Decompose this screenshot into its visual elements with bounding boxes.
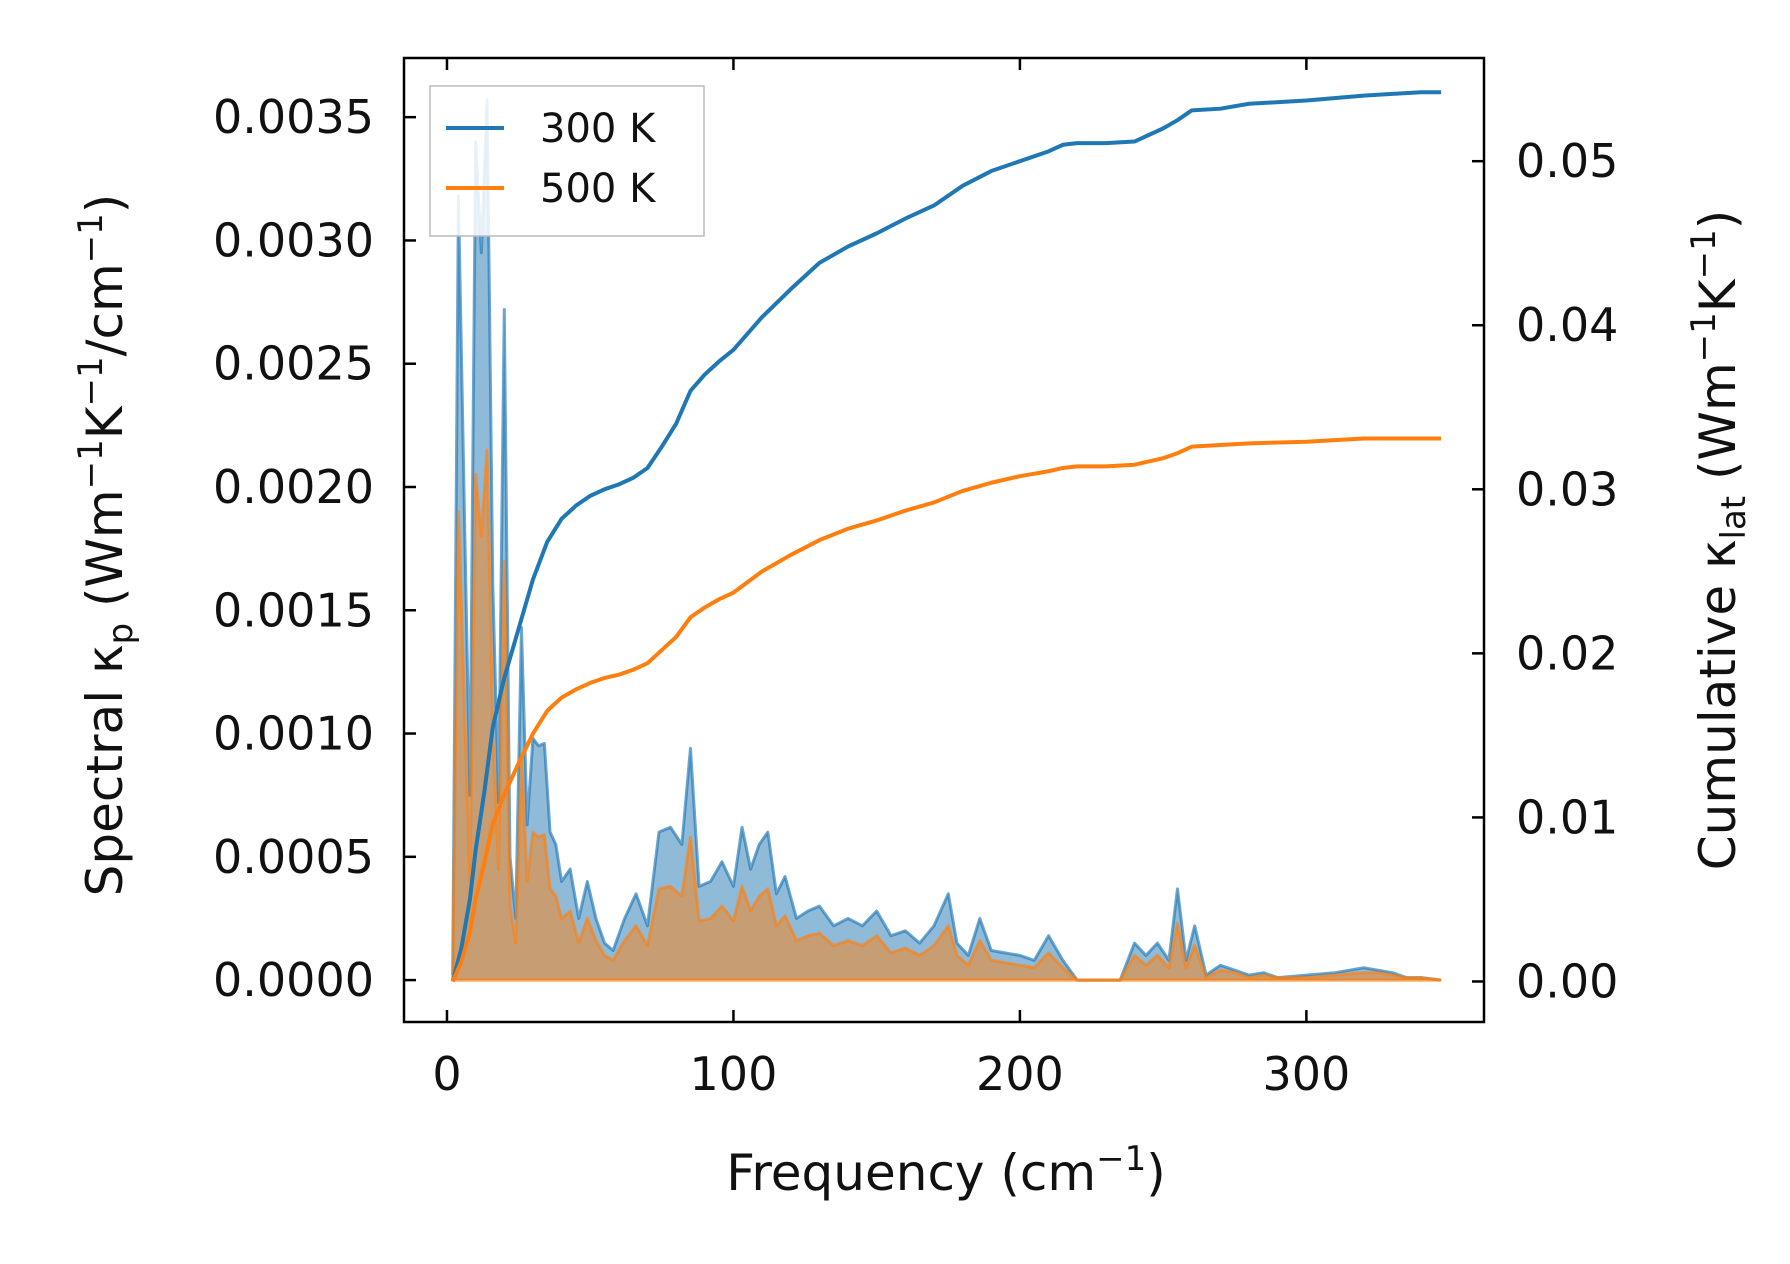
x-tick-label: 200	[976, 1047, 1064, 1101]
x-tick-label: 300	[1262, 1047, 1350, 1101]
y-left-tick-label: 0.0025	[213, 337, 374, 391]
right-axis-title: Cumulative κlat (Wm−1K−1)	[1684, 210, 1754, 870]
y-left-tick-label: 0.0030	[213, 213, 374, 267]
y-right-tick-label: 0.05	[1516, 134, 1618, 188]
left-axis-title: Spectral κp (Wm−1K−1/cm−1)	[71, 194, 141, 897]
spectral-line-500k	[451, 448, 1442, 982]
y-right-tick-label: 0.03	[1516, 462, 1618, 516]
y-right-tick-label: 0.04	[1516, 298, 1618, 352]
plot-frame	[402, 56, 1486, 1024]
y-right-tick-label: 0.02	[1516, 626, 1618, 680]
spectral-area-500k	[452, 450, 1442, 981]
cumulative-line-500k	[450, 436, 1442, 983]
legend: 300 K 500 K	[429, 85, 705, 237]
legend-label-300k: 300 K	[540, 106, 657, 152]
y-left-tick-label: 0.0010	[213, 707, 374, 761]
y-left-tick-label: 0.0000	[213, 953, 374, 1007]
x-tick-label: 100	[690, 1047, 778, 1101]
y-right-tick-label: 0.00	[1516, 954, 1618, 1008]
cumulative-line-300k	[450, 90, 1442, 982]
y-left-tick-label: 0.0005	[213, 830, 374, 884]
plot-area: 0 100 200 300 0.0000 0.0005 0.0010 0.0015 0.0020…	[213, 56, 1618, 1101]
y-left-tick-label: 0.0015	[213, 583, 374, 637]
x-tick-label: 0	[432, 1047, 461, 1101]
spectral-line-300k	[451, 98, 1442, 982]
y-left-tick-label: 0.0020	[213, 460, 374, 514]
legend-frame	[429, 85, 705, 237]
x-axis-title: Frequency (cm−1)	[726, 1139, 1166, 1202]
y-right-tick-label: 0.01	[1516, 790, 1618, 844]
legend-label-500k: 500 K	[540, 166, 657, 212]
y-left-tick-label: 0.0035	[213, 90, 374, 144]
